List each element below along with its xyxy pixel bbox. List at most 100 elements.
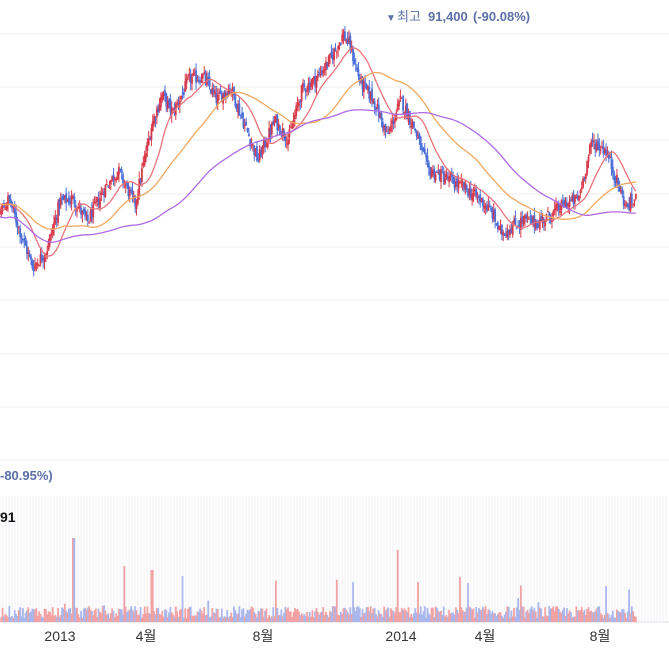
candle-body xyxy=(446,174,448,177)
candle-body xyxy=(344,31,346,40)
candle-body xyxy=(317,74,319,78)
candle-body xyxy=(473,193,475,195)
candle-body xyxy=(187,77,189,78)
candle-body xyxy=(132,190,134,195)
volume-value-label: 91 xyxy=(0,509,16,525)
candle-body xyxy=(471,194,473,200)
candle-body xyxy=(588,157,590,162)
candle-body xyxy=(30,256,32,260)
candle-body xyxy=(8,195,10,199)
candle-body xyxy=(498,226,500,230)
candle-body xyxy=(632,204,634,205)
candle-body xyxy=(516,228,518,229)
candle-body xyxy=(76,209,78,211)
candle-body xyxy=(316,78,318,88)
candle-body xyxy=(353,60,355,65)
candle-body xyxy=(183,92,185,95)
candle-body xyxy=(387,133,389,134)
candle-body xyxy=(494,209,496,221)
candle-body xyxy=(381,113,383,120)
candle-body xyxy=(625,202,627,203)
candle-body xyxy=(65,193,67,203)
candle-body xyxy=(261,147,263,155)
candle-body xyxy=(105,185,107,197)
candle-body xyxy=(333,49,335,60)
candle-body xyxy=(38,265,40,266)
candle-body xyxy=(87,215,89,221)
candle-body xyxy=(569,201,571,207)
candle-body xyxy=(386,131,388,132)
x-tick-label: 4월 xyxy=(475,628,496,644)
candle-body xyxy=(220,91,222,94)
candle-body xyxy=(27,252,29,254)
high-annotation-label: 최고 xyxy=(397,9,421,24)
candle-body xyxy=(336,52,338,53)
candle-body xyxy=(247,128,249,132)
candle-body xyxy=(202,74,204,79)
candle-body xyxy=(241,113,243,118)
candle-body xyxy=(631,194,633,203)
candle-body xyxy=(29,255,31,256)
high-marker-icon: ▼ xyxy=(386,13,396,24)
candle-body xyxy=(529,216,531,217)
candle-body xyxy=(390,125,392,131)
candle-body xyxy=(176,103,178,105)
candle-body xyxy=(352,49,354,61)
candle-body xyxy=(355,64,357,65)
x-tick-label: 4월 xyxy=(136,628,157,644)
candle-body xyxy=(73,197,75,204)
candle-body xyxy=(60,199,62,206)
candle-body xyxy=(18,227,20,228)
x-tick-label: 2013 xyxy=(44,628,75,644)
candle-body xyxy=(448,176,450,182)
candles xyxy=(0,26,637,276)
high-annotation-pct: (-90.08%) xyxy=(473,9,530,24)
candle-body xyxy=(364,82,366,83)
candle-body xyxy=(238,103,240,115)
grid xyxy=(0,34,669,622)
candle-body xyxy=(322,71,324,73)
volume-bar xyxy=(182,576,184,622)
candle-body xyxy=(440,169,442,182)
candle-body xyxy=(402,96,404,111)
candle-body xyxy=(596,143,598,150)
candle-body xyxy=(414,129,416,131)
candle-body xyxy=(155,119,157,120)
candle-body xyxy=(578,196,580,201)
candle-body xyxy=(217,95,219,103)
volume-bar xyxy=(635,617,637,622)
candle-body xyxy=(421,147,423,148)
candle-body xyxy=(306,90,308,91)
candle-body xyxy=(612,167,614,173)
candle-body xyxy=(276,115,278,131)
candle-body xyxy=(424,149,426,154)
candle-body xyxy=(585,173,587,179)
candle-body xyxy=(298,102,300,106)
candle-body xyxy=(191,77,193,84)
candle-body xyxy=(145,153,147,158)
candle-body xyxy=(279,126,281,134)
candle-body xyxy=(6,205,8,209)
candle-body xyxy=(579,191,581,194)
candle-body xyxy=(504,235,506,236)
candle-body xyxy=(92,204,94,217)
candle-body xyxy=(635,194,637,199)
candle-body xyxy=(295,106,297,116)
candle-body xyxy=(358,69,360,76)
candle-body xyxy=(243,119,245,128)
candle-body xyxy=(214,91,216,94)
candle-body xyxy=(600,150,602,151)
candle-body xyxy=(466,185,468,191)
candle-body xyxy=(44,257,46,262)
x-tick-label: 2014 xyxy=(385,628,416,644)
candle-body xyxy=(256,146,258,160)
annotations: ▼ 최고 91,400 (-90.08%) -80.95%) 91 xyxy=(0,9,530,525)
candle-body xyxy=(141,169,143,182)
candle-body xyxy=(559,211,561,213)
candle-body xyxy=(248,134,250,137)
candle-body xyxy=(107,186,109,187)
candle-body xyxy=(125,185,127,186)
candle-body xyxy=(598,143,600,150)
candle-body xyxy=(99,198,101,208)
